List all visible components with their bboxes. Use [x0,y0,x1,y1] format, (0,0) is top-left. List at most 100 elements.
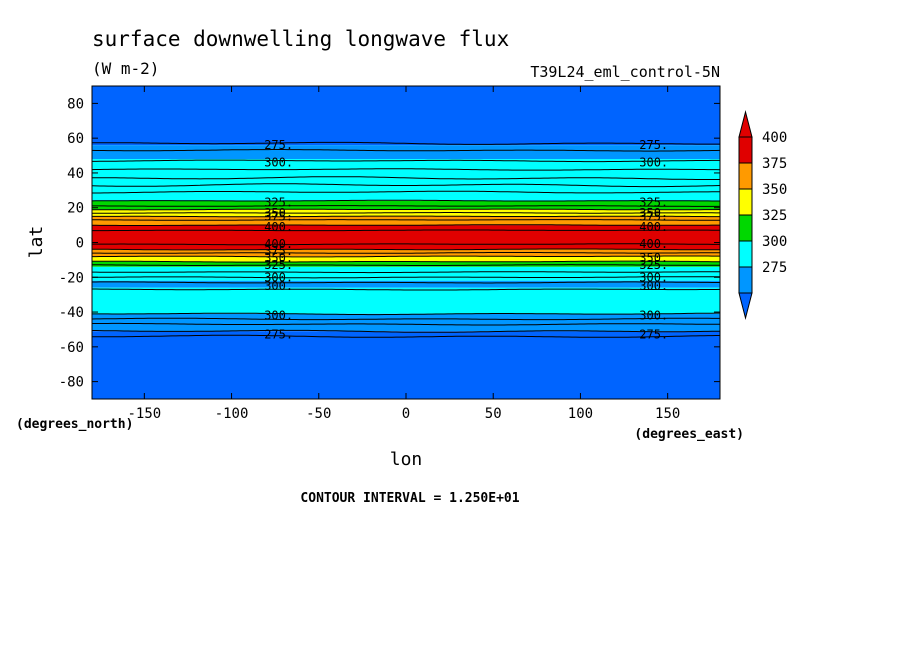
x-ticks: -150 -100 -50 0 50 100 150 [127,86,680,422]
contour-label: 275. [639,328,668,342]
contour-label: 275. [264,328,293,342]
contour-label: 400. [264,220,293,234]
contour-line [92,190,720,194]
x-tick-label: 0 [402,406,410,422]
band-11 [92,280,720,288]
run-label: T39L24_eml_control-5N [530,63,720,81]
chart-title: surface downwelling longwave flux [92,27,509,51]
contour-label: 300. [639,156,668,170]
y-tick-label: -80 [59,375,84,391]
contour-label: 275. [264,138,293,152]
contour-line [92,212,720,214]
band-13 [92,313,720,332]
contour-line [92,159,720,163]
contour-line [92,229,720,232]
y-tick-label: -60 [59,340,84,356]
contour-line [91,317,720,321]
band-5 [92,216,720,226]
contour-line [92,215,720,218]
y-tick-label: -20 [59,270,84,286]
contour-label: 350. [639,206,668,220]
contour-line [92,260,720,263]
x-tick-label: -150 [127,406,161,422]
contour-line [92,281,720,284]
contour-line [92,334,720,338]
contour-line [92,264,720,266]
contour-label: 350. [264,251,293,265]
x-tick-label: 50 [485,406,502,422]
contour-label: 325. [264,258,293,272]
band-2 [92,159,720,201]
band-1 [92,145,720,160]
x-tick-label: 100 [568,406,593,422]
contour-interval: CONTOUR INTERVAL = 1.250E+01 [300,491,519,506]
x-tick-label: -100 [215,406,249,422]
contour-label: 300. [264,156,293,170]
contour-line [92,252,721,254]
contour-label: 400. [639,220,668,234]
color-bands [92,86,720,399]
contour-line [92,255,720,258]
contour-line [91,149,721,152]
contour-line [91,199,720,202]
contour-line [92,224,720,226]
contour-label: 350. [639,251,668,265]
contour-label: 325. [639,258,668,272]
x-tick-label: -50 [306,406,331,422]
band-6 [92,225,720,250]
band-3 [92,200,720,210]
legend-label: 350 [762,182,787,198]
contour-line [92,322,720,326]
legend-arrow-top [738,110,753,138]
legend-label: 375 [762,156,787,172]
contour-line [92,312,720,316]
y-tick-label: 0 [76,236,84,252]
contour-label: 400. [639,237,668,251]
legend-swatch [738,162,753,190]
band-8 [92,256,720,262]
x-unit-label: (degrees_east) [634,427,744,442]
contour-line [92,243,720,246]
x-tick-label: 150 [655,406,680,422]
contour-line [92,276,720,279]
legend-label: 300 [762,234,787,250]
band-12 [92,287,720,314]
contour-label: 275. [639,138,668,152]
band-10 [92,266,720,281]
band-0 [92,86,720,146]
contour-label: 300. [264,279,293,293]
contour-label: 300. [639,309,668,323]
contour-label: 325. [264,196,293,210]
legend-swatch [738,136,753,164]
y-tick-label: -40 [59,305,84,321]
contour-line [91,168,721,171]
contour-label: 375. [264,209,293,223]
y-tick-label: 60 [67,131,84,147]
contour-labels: 275. 275.300. 300.325. 325.350. 350.375. 375.… [264,138,668,342]
y-unit-label: (degrees_north) [16,417,133,432]
legend-label: 275 [762,260,787,276]
contour-label: 400. [264,237,293,251]
legend-swatch [738,266,753,294]
y-tick-label: 20 [67,201,84,217]
contour-label: 375. [264,244,293,258]
contour-line [92,271,720,274]
legend-swatch [738,188,753,216]
contour-line [92,176,720,180]
color-legend: 400 375 350 325 300 275 [738,110,787,320]
x-axis-label: lon [390,449,423,470]
chart-units: (W m-2) [92,59,159,78]
y-ticks: 80 60 40 20 0 -20 -40 -60 -80 [59,96,720,391]
legend-swatch [738,214,753,242]
contour-line [91,183,721,188]
contour-label: 300. [264,270,293,284]
contour-line [92,208,721,211]
y-axis-label: lat [26,226,47,259]
plot-area: 275. 275.300. 300.325. 325.350. 350.375. 375.… [59,85,721,422]
contour-line [92,288,721,291]
legend-label: 400 [762,130,787,146]
band-9 [92,261,720,267]
legend-label: 325 [762,208,787,224]
y-tick-label: 40 [67,166,84,182]
